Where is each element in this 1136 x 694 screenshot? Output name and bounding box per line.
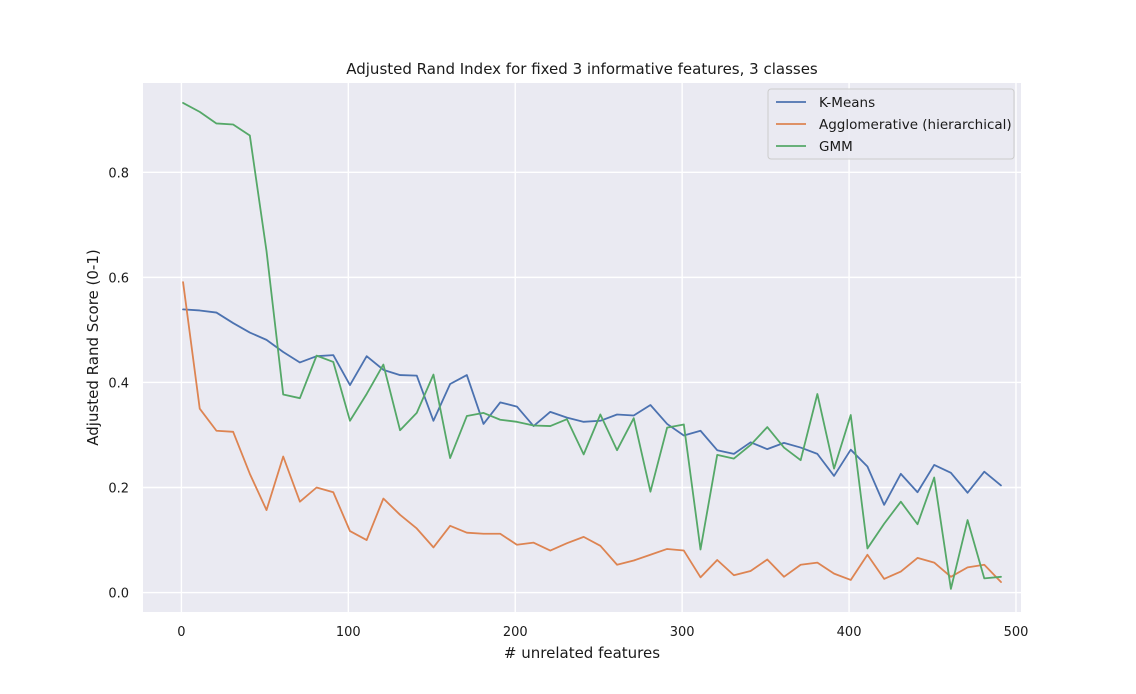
series-line-agglomerative-hierarchical bbox=[182, 281, 1002, 583]
x-tick-label: 300 bbox=[670, 625, 695, 640]
y-tick-label: 0.0 bbox=[108, 587, 129, 602]
legend-items: K-Means Agglomerative (hierarchical) GMM bbox=[776, 95, 1012, 155]
x-tick-label: 500 bbox=[1004, 625, 1029, 640]
legend: K-Means Agglomerative (hierarchical) GMM bbox=[767, 88, 1015, 160]
y-tick-label: 0.8 bbox=[108, 166, 129, 181]
legend-box bbox=[767, 88, 1015, 160]
grid bbox=[143, 83, 1021, 612]
plot-area bbox=[143, 83, 1021, 612]
chart-title: Adjusted Rand Index for fixed 3 informat… bbox=[346, 60, 818, 78]
x-tick-label: 100 bbox=[336, 625, 361, 640]
x-tick-label: 0 bbox=[177, 625, 185, 640]
x-axis-label: # unrelated features bbox=[504, 644, 660, 662]
y-axis-label: Adjusted Rand Score (0-1) bbox=[84, 249, 102, 445]
y-tick-label: 0.4 bbox=[108, 376, 129, 391]
legend-label: K-Means bbox=[819, 95, 875, 111]
x-tick-label: 400 bbox=[837, 625, 862, 640]
y-axis-ticks: 0.0 0.2 0.4 0.6 0.8 bbox=[108, 166, 129, 601]
series-line-gmm bbox=[182, 102, 1002, 590]
legend-label: Agglomerative (hierarchical) bbox=[819, 117, 1012, 133]
x-tick-label: 200 bbox=[503, 625, 528, 640]
x-axis-ticks: 0 100 200 300 400 500 bbox=[177, 625, 1028, 640]
y-tick-label: 0.6 bbox=[108, 271, 129, 286]
legend-label: GMM bbox=[819, 139, 853, 155]
y-tick-label: 0.2 bbox=[108, 481, 129, 496]
series-layer bbox=[182, 102, 1002, 590]
